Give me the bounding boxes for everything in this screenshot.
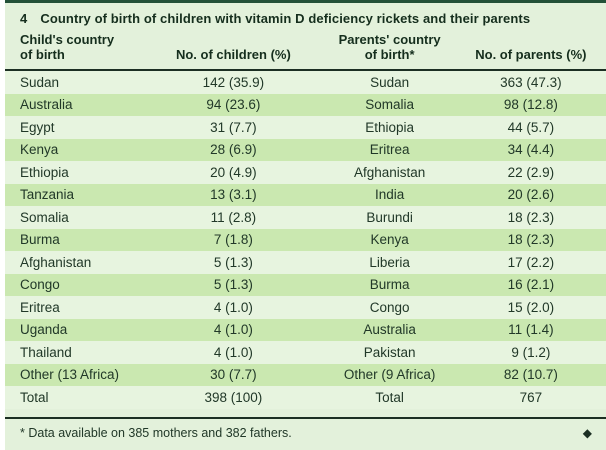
cell-parent-country: Afghanistan xyxy=(353,164,426,180)
col-header-line: Child's country xyxy=(20,32,115,47)
cell-no-of-parents: 18 (2.3) xyxy=(507,209,555,225)
cell-no-of-parents: 34 (4.4) xyxy=(507,142,555,158)
cell-no-of-children: 11 (2.8) xyxy=(210,209,257,225)
table-row: Uganda 4 (1.0) Australia 11 (1.4) xyxy=(5,318,606,341)
cell-no-of-children: 7 (1.8) xyxy=(213,232,253,248)
cell-parent-country: Australia xyxy=(363,322,416,338)
footnote-text: * Data available on 385 mothers and 382 … xyxy=(20,425,292,440)
table-row: Sudan 142 (35.9) Sudan 363 (47.3) xyxy=(5,70,606,94)
cell-child-country: Egypt xyxy=(20,119,55,135)
cell-child-country: Other (13 Africa) xyxy=(20,367,120,383)
cell-no-of-children: 20 (4.9) xyxy=(210,164,257,180)
table-row: Kenya 28 (6.9) Eritrea 34 (4.4) xyxy=(5,138,606,161)
table-row: Total 398 (100) Total 767 xyxy=(5,386,606,409)
cell-no-of-parents: 767 xyxy=(519,389,543,405)
cell-no-of-children: 4 (1.0) xyxy=(213,344,253,360)
table-row: Thailand 4 (1.0) Pakistan 9 (1.2) xyxy=(5,341,606,364)
cell-no-of-parents: 15 (2.0) xyxy=(507,299,555,315)
cell-parent-country: Burma xyxy=(369,277,410,293)
cell-parent-country: Congo xyxy=(369,299,410,315)
cell-child-country: Sudan xyxy=(20,74,60,90)
table-row: Egypt 31 (7.7) Ethiopia 44 (5.7) xyxy=(5,116,606,139)
table-row: Other (13 Africa) 30 (7.7) Other (9 Afri… xyxy=(5,363,606,386)
cell-no-of-children: 94 (23.6) xyxy=(206,97,261,113)
cell-no-of-parents: 20 (2.6) xyxy=(507,187,555,203)
col-header-line: of birth xyxy=(20,47,65,62)
cell-no-of-parents: 363 (47.3) xyxy=(500,74,562,90)
table-row: Tanzania 13 (3.1) India 20 (2.6) xyxy=(5,183,606,206)
cell-no-of-parents: 16 (2.1) xyxy=(507,277,555,293)
cell-parent-country: Kenya xyxy=(370,232,409,248)
cell-parent-country: Sudan xyxy=(370,74,410,90)
cell-no-of-parents: 82 (10.7) xyxy=(503,367,558,383)
cell-child-country: Burma xyxy=(20,232,60,248)
table-row: Australia 94 (23.6) Somalia 98 (12.8) xyxy=(5,93,606,116)
cell-no-of-children: 4 (1.0) xyxy=(213,322,253,338)
cell-no-of-children: 30 (7.7) xyxy=(210,367,257,383)
cell-parent-country: Other (9 Africa) xyxy=(343,367,436,383)
cell-child-country: Tanzania xyxy=(20,187,75,203)
cell-parent-country: India xyxy=(374,187,405,203)
cell-no-of-parents: 22 (2.9) xyxy=(507,164,555,180)
cell-no-of-parents: 17 (2.2) xyxy=(507,254,555,270)
cell-no-of-children: 142 (35.9) xyxy=(202,74,265,90)
col-header-no-of-children: No. of children (%) xyxy=(155,28,312,71)
footnote: * Data available on 385 mothers and 382 … xyxy=(5,416,606,440)
cell-child-country: Kenya xyxy=(20,142,59,158)
table-row: Burma 7 (1.8) Kenya 18 (2.3) xyxy=(5,228,606,251)
cell-child-country: Total xyxy=(20,389,49,405)
table-row: Afghanistan 5 (1.3) Liberia 17 (2.2) xyxy=(5,251,606,274)
cell-no-of-parents: 98 (12.8) xyxy=(503,97,558,113)
cell-parent-country: Burundi xyxy=(366,209,413,225)
figure-title-text: Country of birth of children with vitami… xyxy=(40,11,531,26)
col-header-no-of-parents: No. of parents (%) xyxy=(467,28,606,71)
col-header-child-country: Child's country of birth xyxy=(5,28,156,71)
table-row: Ethiopia 20 (4.9) Afghanistan 22 (2.9) xyxy=(5,161,606,184)
cell-child-country: Thailand xyxy=(20,344,72,360)
col-header-parents-country: Parents' country of birth* xyxy=(311,28,468,71)
cell-parent-country: Somalia xyxy=(365,97,415,113)
table-body: Sudan 142 (35.9) Sudan 363 (47.3) Austra… xyxy=(5,70,606,409)
cell-no-of-children: 398 (100) xyxy=(204,389,263,405)
cell-no-of-parents: 11 (1.4) xyxy=(508,322,554,338)
figure-number: 4 xyxy=(20,11,28,26)
cell-no-of-parents: 44 (5.7) xyxy=(507,119,555,135)
cell-parent-country: Liberia xyxy=(369,254,410,270)
cell-no-of-parents: 9 (1.2) xyxy=(511,344,551,360)
cell-no-of-children: 13 (3.1) xyxy=(210,187,257,203)
cell-parent-country: Total xyxy=(375,389,404,405)
cell-parent-country: Eritrea xyxy=(369,142,410,158)
header-row: Child's country of birth No. of children… xyxy=(5,28,606,71)
cell-parent-country: Ethiopia xyxy=(365,119,415,135)
table-row: Congo 5 (1.3) Burma 16 (2.1) xyxy=(5,273,606,296)
cell-no-of-children: 31 (7.7) xyxy=(210,119,257,135)
cell-child-country: Congo xyxy=(20,277,60,293)
cell-child-country: Ethiopia xyxy=(20,164,69,180)
cell-no-of-children: 4 (1.0) xyxy=(213,299,253,315)
country-of-birth-table: Child's country of birth No. of children… xyxy=(5,28,606,409)
table-figure: 4 Country of birth of children with vita… xyxy=(5,0,606,450)
cell-no-of-children: 28 (6.9) xyxy=(210,142,257,158)
cell-child-country: Eritrea xyxy=(20,299,60,315)
col-header-line: Parents' country xyxy=(338,32,441,47)
cell-child-country: Somalia xyxy=(20,209,69,225)
table-row: Eritrea 4 (1.0) Congo 15 (2.0) xyxy=(5,296,606,319)
end-of-table-diamond-icon: ◆ xyxy=(582,425,592,440)
cell-parent-country: Pakistan xyxy=(363,344,416,360)
table-row: Somalia 11 (2.8) Burundi 18 (2.3) xyxy=(5,206,606,229)
cell-no-of-children: 5 (1.3) xyxy=(213,254,253,270)
figure-title: 4 Country of birth of children with vita… xyxy=(5,3,606,26)
col-header-line: of birth* xyxy=(364,47,415,62)
cell-child-country: Afghanistan xyxy=(20,254,92,270)
cell-child-country: Uganda xyxy=(20,322,68,338)
cell-no-of-children: 5 (1.3) xyxy=(213,277,253,293)
cell-no-of-parents: 18 (2.3) xyxy=(507,232,555,248)
cell-child-country: Australia xyxy=(20,97,73,113)
